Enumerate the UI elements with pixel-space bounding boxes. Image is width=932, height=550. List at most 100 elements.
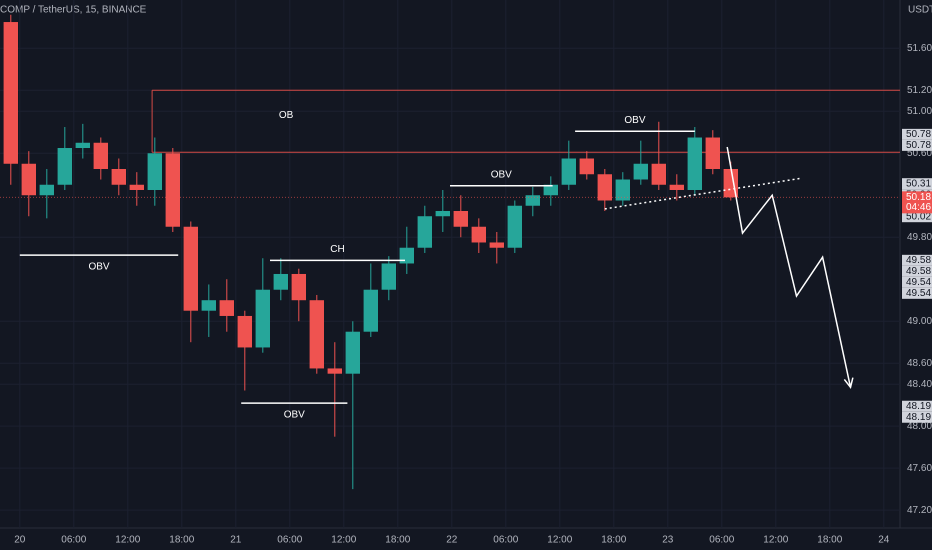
candle-body (489, 242, 504, 248)
price-tag (902, 287, 932, 299)
candle-body (327, 368, 342, 374)
level-label: CH (330, 244, 344, 255)
zone-label: OB (279, 110, 294, 121)
candle-body (633, 163, 648, 180)
x-tick-label: 20 (14, 535, 26, 546)
candle-body (597, 174, 612, 201)
last-price-tag (902, 191, 932, 214)
price-tag-label: 49.54 (906, 277, 931, 288)
candle-body (309, 300, 324, 369)
level-label: OBV (284, 410, 305, 421)
price-tag-label: 49.58 (906, 255, 931, 266)
candle-body (399, 247, 414, 264)
candle-body (507, 205, 522, 248)
y-tick-label: 48.60 (907, 358, 932, 369)
level-label: OBV (491, 169, 512, 180)
price-tag-label: 50.78 (906, 129, 931, 140)
y-tick-label: 48.40 (907, 379, 932, 390)
candle-body (615, 179, 630, 201)
price-tag-label: 50.31 (906, 178, 931, 189)
y-tick-label: 51.00 (907, 106, 932, 117)
price-tag-label: 50.78 (906, 140, 931, 151)
y-tick-label: 50.60 (907, 148, 932, 159)
candle-body (363, 289, 378, 332)
price-tag (902, 139, 932, 151)
candle-body (561, 158, 576, 185)
candle-body (147, 153, 162, 190)
arrow-head (843, 377, 854, 390)
candle-body (201, 300, 216, 311)
candle-body (291, 273, 306, 301)
candle-body (435, 210, 450, 217)
candle-body (543, 184, 558, 196)
y-tick-label: 51.60 (907, 43, 932, 54)
candle-body (93, 142, 108, 170)
price-tag-label: 48.19 (906, 412, 931, 423)
y-tick-label: 47.60 (907, 463, 932, 474)
level-label: OBV (624, 115, 645, 126)
candle-body (345, 331, 360, 374)
price-tag (902, 211, 932, 223)
candle-body (237, 315, 252, 348)
last-price-label: 50.18 (906, 192, 931, 203)
candle-body (183, 226, 198, 311)
projection-path (726, 146, 852, 388)
y-tick-label: 48.00 (907, 421, 932, 432)
y-tick-label: 51.20 (907, 85, 932, 96)
x-tick-label: 12:00 (115, 535, 140, 546)
x-tick-label: 18:00 (601, 535, 626, 546)
y-tick-label: 47.20 (907, 505, 932, 516)
candle-body (3, 22, 18, 164)
price-tag (902, 254, 932, 266)
price-tag (902, 128, 932, 140)
price-tag (902, 276, 932, 288)
candle-body (219, 300, 234, 316)
candle-body (255, 289, 270, 348)
candle-body (705, 137, 720, 170)
unit-label: USDT (908, 5, 932, 16)
x-tick-label: 24 (878, 535, 890, 546)
candle-body (57, 148, 72, 185)
x-tick-label: 12:00 (547, 535, 572, 546)
x-tick-label: 23 (662, 535, 674, 546)
x-tick-label: 12:00 (763, 535, 788, 546)
candle-body (687, 137, 702, 190)
level-label: OBV (88, 262, 109, 273)
candle-body (39, 184, 54, 196)
candle-body (273, 273, 288, 290)
candle-body (651, 163, 666, 185)
candle-body (21, 163, 36, 196)
y-tick-label: 49.80 (907, 232, 932, 243)
x-tick-label: 06:00 (61, 535, 86, 546)
candle-body (129, 184, 144, 190)
price-tag-label: 50.02 (906, 211, 931, 222)
x-tick-label: 22 (446, 535, 458, 546)
countdown-label: 04:46 (906, 202, 931, 213)
candle-body (525, 195, 540, 206)
candle-body (453, 210, 468, 227)
x-tick-label: 18:00 (385, 535, 410, 546)
candle-body (75, 142, 90, 149)
candle-body (417, 216, 432, 248)
price-tag (902, 265, 932, 277)
candle-body (579, 158, 594, 175)
x-tick-label: 06:00 (493, 535, 518, 546)
candle-body (669, 184, 684, 190)
x-tick-label: 21 (230, 535, 242, 546)
x-tick-label: 18:00 (169, 535, 194, 546)
candle-body (471, 226, 486, 243)
price-tag (902, 411, 932, 423)
candle-body (165, 153, 180, 227)
candle-body (111, 169, 126, 185)
y-tick-label: 49.00 (907, 316, 932, 327)
x-tick-label: 06:00 (709, 535, 734, 546)
candle-body (381, 263, 396, 290)
price-tag-label: 49.54 (906, 288, 931, 299)
x-tick-label: 06:00 (277, 535, 302, 546)
x-tick-label: 12:00 (331, 535, 356, 546)
price-tag (902, 178, 932, 190)
price-tag-label: 48.19 (906, 401, 931, 412)
x-tick-label: 18:00 (817, 535, 842, 546)
